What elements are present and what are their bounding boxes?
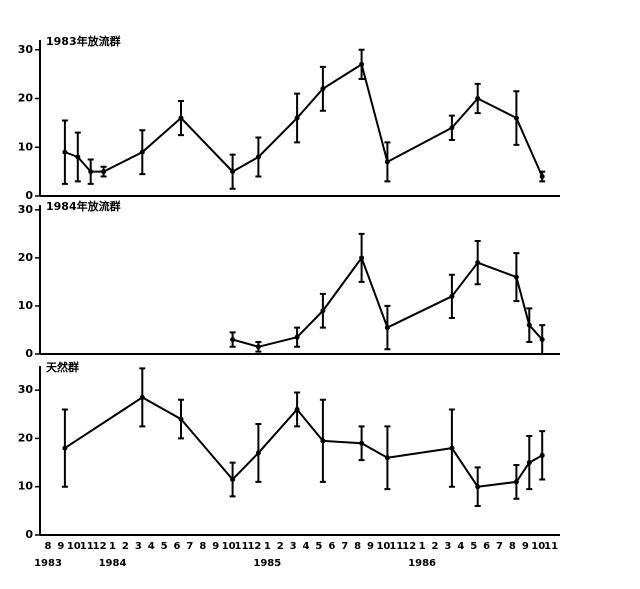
- y-tick-label: 10: [18, 140, 34, 153]
- y-tick-label: 10: [18, 480, 34, 493]
- year-label: 1985: [253, 558, 281, 569]
- line-segment: [386, 126, 453, 163]
- x-tick-label: 1: [264, 541, 271, 552]
- x-tick-label: 4: [457, 541, 464, 552]
- line-segment: [231, 452, 260, 481]
- line-segment: [64, 396, 143, 449]
- x-tick-label: 3: [444, 541, 451, 552]
- line-segment: [296, 310, 324, 338]
- y-tick-label: 10: [18, 299, 34, 312]
- line-segment: [361, 442, 388, 459]
- line-segment: [258, 336, 298, 348]
- line-segment: [257, 117, 298, 158]
- line-segment: [141, 396, 182, 420]
- line-segment: [322, 257, 363, 312]
- x-tick-label: 2: [122, 541, 129, 552]
- y-tick-label: 0: [25, 189, 33, 202]
- y-tick-label: 30: [18, 383, 34, 396]
- line-segment: [296, 408, 324, 442]
- line-segment: [515, 462, 531, 483]
- line-segment: [322, 63, 363, 90]
- x-tick-label: 3: [290, 541, 297, 552]
- data-point: [539, 337, 545, 343]
- panel-title: 天然群: [46, 360, 79, 374]
- line-segment: [515, 117, 544, 177]
- line-segment: [77, 156, 92, 173]
- x-tick-label: 4: [148, 541, 155, 552]
- x-tick-label: 10: [222, 541, 236, 552]
- year-label: 1986: [408, 558, 436, 569]
- panel-title: 1983年放流群: [46, 34, 121, 48]
- x-tick-label: 11: [544, 541, 558, 552]
- y-tick-label: 30: [18, 203, 34, 216]
- line-segment: [477, 480, 517, 488]
- x-tick-label: 2: [277, 541, 284, 552]
- year-label: 1983: [34, 558, 62, 569]
- x-tick-label: 1: [419, 541, 426, 552]
- y-tick-label: 20: [18, 431, 34, 444]
- x-tick-label: 12: [247, 541, 261, 552]
- x-tick-label: 12: [402, 541, 416, 552]
- x-tick-label: 11: [389, 541, 403, 552]
- x-tick-label: 10: [531, 541, 545, 552]
- line-segment: [515, 276, 531, 326]
- line-segment: [141, 117, 182, 153]
- x-tick-label: 12: [93, 541, 107, 552]
- y-tick-label: 20: [18, 92, 34, 105]
- x-tick-label: 7: [496, 541, 503, 552]
- data-point: [539, 452, 545, 458]
- line-segment: [451, 262, 479, 297]
- line-segment: [386, 295, 453, 329]
- y-tick-label: 30: [18, 43, 34, 56]
- line-segment: [360, 64, 389, 163]
- line-segment: [232, 338, 259, 348]
- x-tick-label: 8: [199, 541, 206, 552]
- panel-title: 1984年放流群: [46, 199, 121, 213]
- line-segment: [477, 261, 517, 279]
- line-segment: [360, 257, 389, 328]
- line-segment: [451, 447, 479, 488]
- x-tick-label: 8: [354, 541, 361, 552]
- line-segment: [322, 439, 362, 445]
- line-segment: [387, 447, 453, 459]
- x-tick-label: 2: [432, 541, 439, 552]
- y-tick-label: 20: [18, 251, 34, 264]
- x-tick-label: 7: [341, 541, 348, 552]
- line-segment: [477, 97, 517, 119]
- x-tick-label: 3: [135, 541, 142, 552]
- line-segment: [296, 88, 324, 119]
- x-tick-label: 5: [315, 541, 322, 552]
- x-tick-label: 6: [174, 541, 181, 552]
- x-tick-label: 7: [186, 541, 193, 552]
- x-tick-label: 10: [376, 541, 390, 552]
- x-tick-label: 6: [483, 541, 490, 552]
- line-segment: [451, 97, 479, 129]
- y-tick-label: 0: [25, 528, 33, 541]
- data-point: [539, 174, 545, 179]
- year-label: 1984: [99, 558, 127, 569]
- line-segment: [528, 324, 543, 341]
- x-tick-label: 6: [328, 541, 335, 552]
- line-segment: [232, 156, 259, 173]
- x-tick-label: 5: [470, 541, 477, 552]
- x-tick-label: 8: [509, 541, 516, 552]
- line-segment: [180, 117, 234, 173]
- x-tick-label: 9: [367, 541, 374, 552]
- x-tick-label: 11: [80, 541, 94, 552]
- x-tick-label: 9: [212, 541, 219, 552]
- x-tick-label: 5: [161, 541, 168, 552]
- y-tick-label: 0: [25, 347, 33, 360]
- line-segment: [103, 151, 143, 173]
- x-tick-label: 8: [45, 541, 52, 552]
- x-tick-label: 9: [522, 541, 529, 552]
- x-tick-label: 4: [303, 541, 310, 552]
- x-tick-label: 9: [57, 541, 64, 552]
- x-tick-label: 1: [109, 541, 116, 552]
- x-tick-label: 10: [67, 541, 81, 552]
- x-tick-label: 11: [235, 541, 249, 552]
- line-segment: [257, 408, 298, 454]
- line-segment: [180, 418, 234, 481]
